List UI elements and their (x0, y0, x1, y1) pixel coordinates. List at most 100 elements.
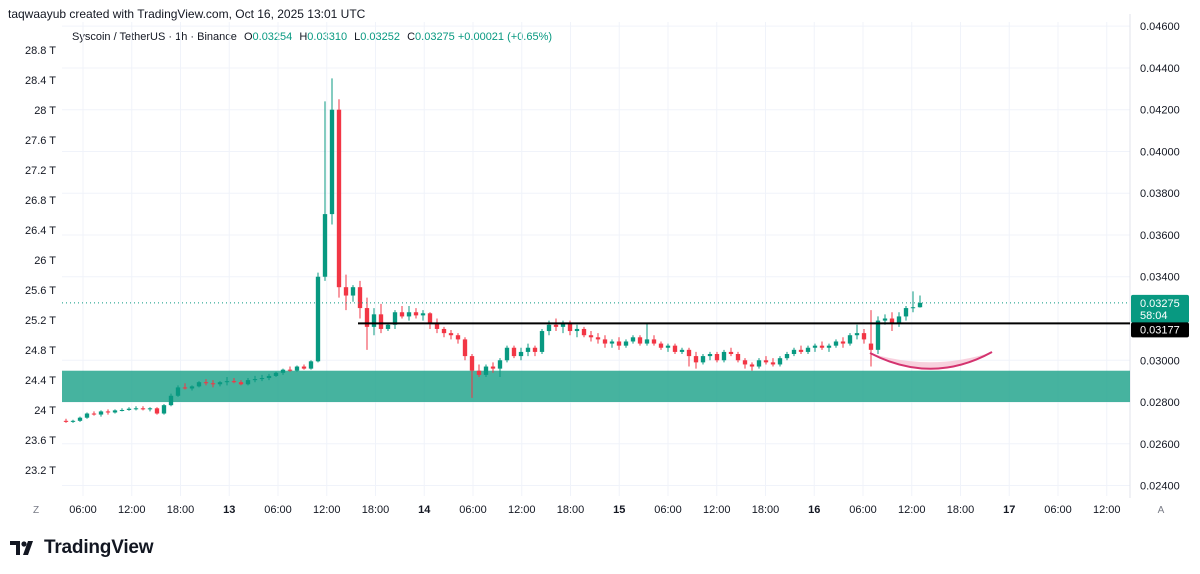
candle-body[interactable] (826, 345, 832, 348)
candle-body[interactable] (910, 307, 916, 309)
candle-body[interactable] (574, 328, 580, 332)
candle-body[interactable] (735, 354, 741, 361)
candle-body[interactable] (126, 408, 132, 410)
candle-body[interactable] (868, 343, 874, 350)
candle-body[interactable] (301, 366, 307, 369)
candle-body[interactable] (476, 370, 482, 375)
candle-body[interactable] (252, 379, 258, 381)
candle-body[interactable] (875, 320, 881, 350)
candle-body[interactable] (371, 314, 377, 327)
candle-body[interactable] (84, 413, 90, 418)
candle-body[interactable] (525, 347, 531, 352)
candle-body[interactable] (889, 318, 895, 323)
candle-body[interactable] (658, 343, 664, 348)
candle-body[interactable] (588, 335, 594, 338)
candle-body[interactable] (294, 366, 300, 371)
candle-body[interactable] (441, 328, 447, 334)
candle-body[interactable] (504, 347, 510, 361)
candle-body[interactable] (259, 378, 265, 380)
candle-body[interactable] (623, 341, 629, 346)
candle-body[interactable] (147, 408, 153, 410)
candle-body[interactable] (917, 302, 923, 308)
candle-body[interactable] (833, 341, 839, 346)
candle-body[interactable] (154, 408, 160, 414)
candle-body[interactable] (511, 347, 517, 357)
candle-body[interactable] (742, 360, 748, 365)
candle-body[interactable] (686, 349, 692, 357)
candle-body[interactable] (882, 318, 888, 321)
candle-body[interactable] (455, 335, 461, 340)
candle-body[interactable] (770, 362, 776, 365)
candle-body[interactable] (91, 413, 97, 415)
candle-body[interactable] (728, 351, 734, 355)
candle-body[interactable] (399, 312, 405, 317)
candle-body[interactable] (315, 276, 321, 362)
candle-body[interactable] (357, 287, 363, 309)
candle-body[interactable] (700, 356, 706, 363)
candle-body[interactable] (539, 331, 545, 352)
candle-body[interactable] (819, 345, 825, 348)
candle-body[interactable] (70, 420, 76, 422)
candle-body[interactable] (665, 345, 671, 348)
candle-body[interactable] (861, 333, 867, 340)
candle-body[interactable] (392, 312, 398, 325)
candle-body[interactable] (546, 324, 552, 332)
candle-body[interactable] (343, 287, 349, 296)
candle-body[interactable] (784, 354, 790, 359)
candle-body[interactable] (756, 360, 762, 367)
candle-body[interactable] (63, 420, 69, 422)
candle-body[interactable] (777, 358, 783, 365)
candle-body[interactable] (798, 349, 804, 352)
candle-body[interactable] (427, 313, 433, 323)
candle-body[interactable] (182, 387, 188, 389)
candle-body[interactable] (721, 351, 727, 361)
candle-body[interactable] (630, 337, 636, 342)
candle-body[interactable] (350, 287, 356, 296)
candle-body[interactable] (854, 333, 860, 336)
cup-arc[interactable] (869, 351, 993, 370)
candle-body[interactable] (238, 382, 244, 385)
candle-body[interactable] (637, 337, 643, 344)
candle-body[interactable] (707, 354, 713, 357)
candle-body[interactable] (581, 328, 587, 336)
candle-body[interactable] (469, 356, 475, 371)
candle-body[interactable] (812, 345, 818, 348)
candle-body[interactable] (791, 349, 797, 355)
candle-body[interactable] (224, 381, 230, 383)
candle-body[interactable] (336, 109, 342, 288)
candle-body[interactable] (364, 308, 370, 327)
candle-body[interactable] (308, 361, 314, 369)
candle-body[interactable] (112, 410, 118, 413)
candle-body[interactable] (119, 409, 125, 411)
candle-body[interactable] (168, 395, 174, 406)
candle-body[interactable] (434, 322, 440, 329)
candle-body[interactable] (161, 405, 167, 414)
candle-body[interactable] (77, 417, 83, 421)
candle-body[interactable] (448, 333, 454, 336)
candle-body[interactable] (245, 380, 251, 385)
candle-body[interactable] (406, 312, 412, 317)
candle-body[interactable] (203, 382, 209, 384)
candle-body[interactable] (595, 337, 601, 340)
auto-scale-toggle-right[interactable]: A (1158, 505, 1165, 516)
candle-body[interactable] (763, 360, 769, 363)
candle-body[interactable] (644, 339, 650, 344)
candle-body[interactable] (679, 349, 685, 352)
candle-body[interactable] (385, 324, 391, 329)
candle-body[interactable] (609, 341, 615, 344)
candle-body[interactable] (672, 345, 678, 352)
candle-body[interactable] (714, 354, 720, 361)
candle-body[interactable] (217, 382, 223, 385)
candle-body[interactable] (693, 356, 699, 363)
candle-body[interactable] (553, 324, 559, 327)
candle-body[interactable] (497, 360, 503, 369)
candle-body[interactable] (847, 335, 853, 344)
candle-body[interactable] (805, 347, 811, 352)
candle-body[interactable] (175, 387, 181, 396)
candle-body[interactable] (651, 339, 657, 344)
candle-body[interactable] (105, 411, 111, 413)
candle-body[interactable] (196, 382, 202, 387)
candle-body[interactable] (896, 316, 902, 323)
candle-body[interactable] (560, 322, 566, 327)
